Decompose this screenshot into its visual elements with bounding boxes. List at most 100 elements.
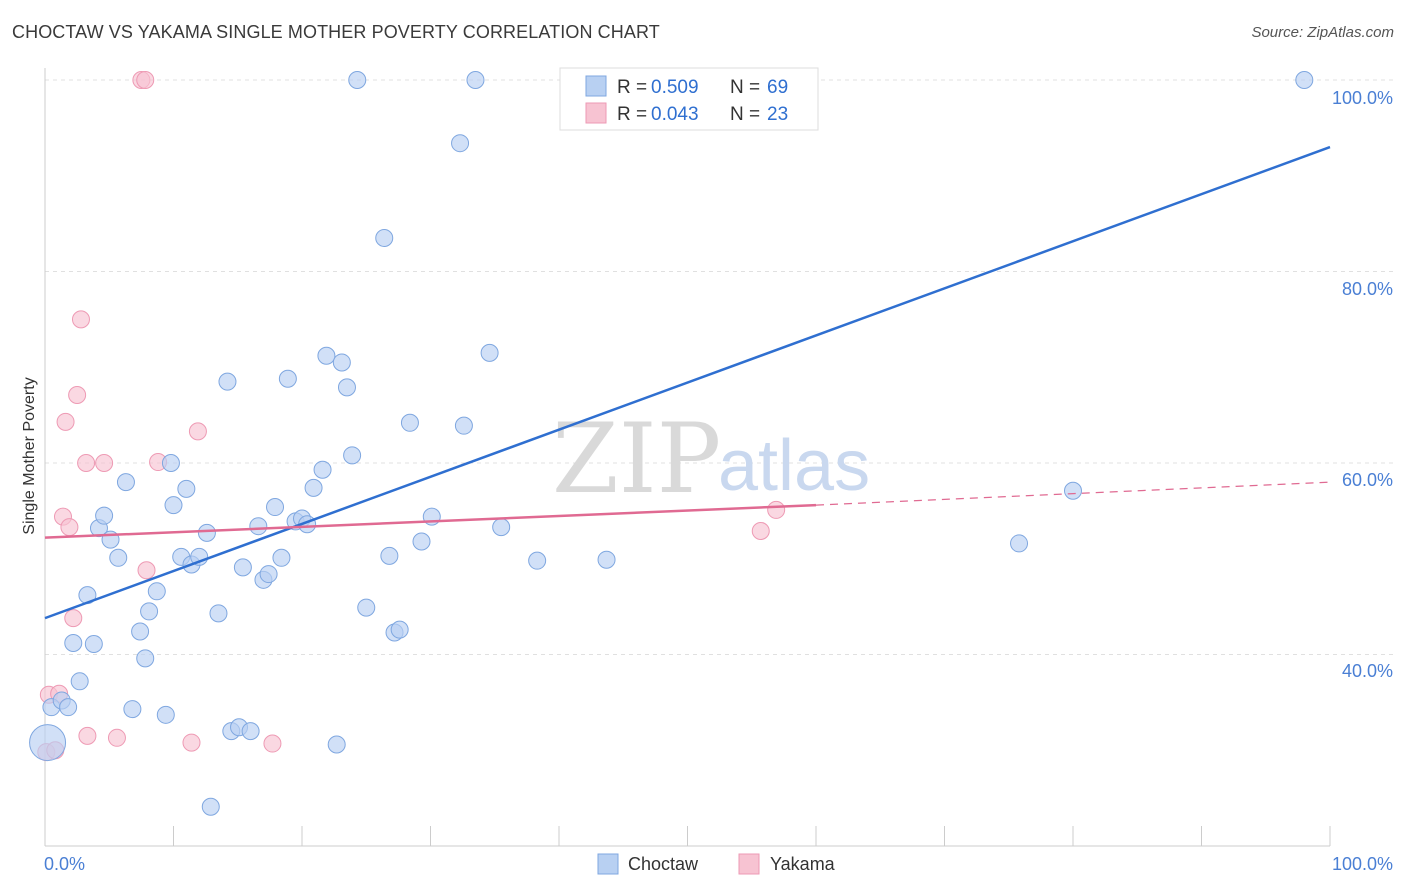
- choctaw-point-45: [327, 735, 346, 754]
- x-tick-label-0: 0.0%: [44, 854, 85, 874]
- choctaw-point-26: [201, 797, 220, 816]
- yakama-point-8: [68, 386, 87, 405]
- choctaw-point-22: [177, 479, 196, 498]
- legend-yakama-r-label: R =: [617, 104, 647, 125]
- choctaw-point-42: [304, 478, 323, 497]
- choctaw-point-36: [266, 498, 285, 517]
- choctaw-point-25: [197, 523, 216, 542]
- legend-choctaw-n-value: 69: [767, 77, 788, 98]
- choctaw-point-17: [147, 582, 166, 601]
- watermark-zip: ZIP: [552, 403, 721, 515]
- choctaw-point-20: [164, 496, 183, 515]
- yakama-points: [37, 71, 786, 762]
- source-label: Source: ZipAtlas.com: [1251, 24, 1394, 41]
- stats-legend: R = 0.509 N = 69 R = 0.043 N = 23: [559, 67, 819, 131]
- y-tick-label-100: 100.0%: [1332, 88, 1393, 108]
- bottom-legend-yakama-label: Yakama: [770, 854, 836, 874]
- y-axis-title: Single Mother Poverty: [21, 377, 38, 534]
- choctaw-point-37: [272, 548, 291, 567]
- y-tick-labels: 40.0% 60.0% 80.0% 100.0%: [1332, 88, 1393, 681]
- bottom-legend-choctaw-swatch: [597, 853, 619, 875]
- choctaw-point-67: [1064, 481, 1082, 500]
- choctaw-point-14: [131, 622, 150, 641]
- choctaw-point-48: [343, 446, 362, 465]
- watermark-atlas: atlas: [718, 426, 870, 506]
- choctaw-points: [29, 71, 1314, 816]
- x-tick-label-100: 100.0%: [1332, 854, 1393, 874]
- legend-choctaw-n-label: N =: [730, 77, 760, 98]
- choctaw-point-31: [233, 558, 252, 577]
- choctaw-point-33: [249, 517, 268, 536]
- yakama-point-19: [188, 422, 207, 441]
- choctaw-point-60: [466, 71, 485, 89]
- choctaw-point-46: [332, 353, 351, 372]
- choctaw-point-61: [480, 343, 499, 362]
- choctaw-point-32: [241, 722, 260, 741]
- choctaw-point-0: [29, 724, 67, 762]
- yakama-point-15: [136, 71, 155, 89]
- yakama-point-22: [767, 500, 786, 519]
- legend-yakama-swatch: [585, 102, 607, 124]
- legend-choctaw-swatch: [585, 75, 607, 97]
- choctaw-point-11: [109, 548, 128, 567]
- yakama-point-7: [64, 609, 83, 628]
- choctaw-point-16: [140, 602, 159, 621]
- choctaw-point-35: [259, 565, 278, 584]
- legend-yakama-n-label: N =: [730, 104, 760, 125]
- choctaw-point-58: [451, 134, 470, 153]
- choctaw-point-52: [380, 546, 399, 565]
- choctaw-point-18: [156, 705, 175, 724]
- choctaw-point-3: [59, 698, 78, 717]
- choctaw-point-63: [528, 551, 547, 570]
- choctaw-point-66: [1010, 534, 1029, 553]
- watermark: ZIP atlas: [552, 403, 870, 515]
- yakama-point-13: [107, 728, 126, 747]
- choctaw-point-43: [313, 460, 332, 479]
- choctaw-point-51: [375, 228, 394, 247]
- yakama-point-9: [71, 310, 90, 329]
- x-ticks: [44, 826, 1331, 846]
- choctaw-point-6: [84, 634, 103, 653]
- choctaw-point-5: [64, 634, 83, 653]
- choctaw-point-64: [597, 550, 616, 569]
- legend-choctaw-r-value: 0.509: [651, 77, 699, 98]
- y-tick-label-80: 80.0%: [1342, 279, 1393, 299]
- choctaw-point-55: [400, 413, 419, 432]
- choctaw-point-28: [218, 372, 237, 391]
- yakama-point-10: [77, 454, 96, 472]
- yakama-point-12: [95, 454, 114, 472]
- trendlines: [44, 145, 1331, 620]
- choctaw-trendline: [44, 145, 1331, 620]
- yakama-point-16: [137, 561, 156, 580]
- yakama-point-21: [751, 521, 770, 540]
- choctaw-point-47: [337, 378, 356, 397]
- yakama-point-18: [182, 733, 201, 752]
- yakama-trendline-extension: [815, 481, 1331, 506]
- choctaw-point-59: [454, 416, 473, 435]
- choctaw-point-27: [209, 604, 228, 623]
- yakama-point-11: [78, 726, 97, 745]
- yakama-point-6: [60, 518, 79, 537]
- choctaw-point-4: [70, 672, 89, 691]
- y-tick-label-60: 60.0%: [1342, 470, 1393, 490]
- legend-yakama-r-value: 0.043: [651, 104, 699, 125]
- choctaw-point-56: [412, 532, 431, 551]
- choctaw-point-68: [1295, 71, 1314, 89]
- choctaw-point-19: [161, 454, 180, 472]
- choctaw-point-50: [357, 598, 376, 617]
- yakama-point-5: [56, 412, 75, 431]
- bottom-legend: Choctaw Yakama: [597, 853, 836, 875]
- choctaw-point-13: [123, 700, 142, 719]
- yakama-point-20: [263, 734, 282, 753]
- choctaw-point-12: [116, 473, 135, 492]
- choctaw-point-49: [348, 71, 367, 89]
- choctaw-point-54: [390, 620, 409, 639]
- choctaw-point-9: [95, 506, 114, 525]
- bottom-legend-choctaw-label: Choctaw: [628, 854, 699, 874]
- chart-title: CHOCTAW VS YAKAMA SINGLE MOTHER POVERTY …: [12, 22, 660, 42]
- choctaw-point-44: [317, 346, 336, 365]
- legend-choctaw-r-label: R =: [617, 77, 647, 98]
- choctaw-point-38: [278, 369, 297, 388]
- legend-yakama-n-value: 23: [767, 104, 788, 125]
